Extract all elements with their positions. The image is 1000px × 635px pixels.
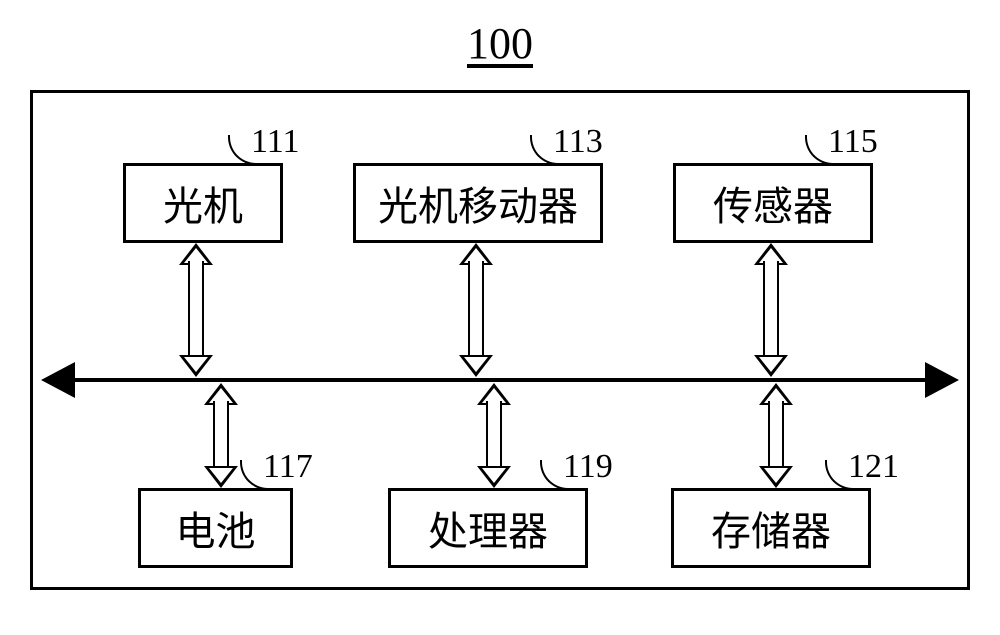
connector-113 (463, 243, 489, 377)
block-memory: 存储器 (671, 488, 871, 568)
connector-119 (481, 383, 507, 488)
diagram-title: 100 (467, 18, 533, 69)
block-optical-mover: 光机移动器 (353, 163, 603, 243)
connector-115 (758, 243, 784, 377)
ref-119: 119 (563, 448, 613, 486)
system-boundary: 光机 111 光机移动器 113 传感器 115 电池 117 处理器 119 … (30, 90, 970, 590)
connector-117 (208, 383, 234, 488)
ref-115: 115 (828, 123, 878, 161)
system-bus (58, 378, 948, 382)
block-sensor: 传感器 (673, 163, 873, 243)
connector-111 (183, 243, 209, 377)
bus-arrow-left-icon (41, 362, 75, 398)
ref-113: 113 (553, 123, 603, 161)
ref-117: 117 (263, 448, 313, 486)
connector-121 (763, 383, 789, 488)
block-battery: 电池 (138, 488, 293, 568)
bus-arrow-right-icon (925, 362, 959, 398)
ref-111: 111 (251, 123, 299, 161)
block-processor: 处理器 (388, 488, 588, 568)
ref-121: 121 (848, 448, 899, 486)
block-optical-engine: 光机 (123, 163, 283, 243)
